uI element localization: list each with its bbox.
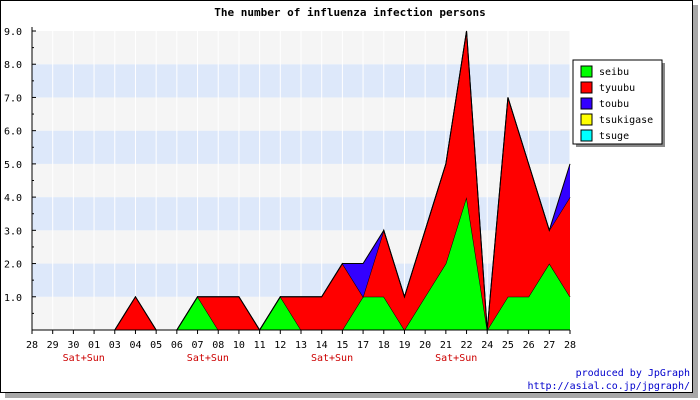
series-area-tyuubu [32, 31, 570, 330]
legend-label-tsukigase: tsukigase [599, 115, 653, 126]
y-tick-label: 6.0 [4, 127, 22, 138]
legend-label-seibu: seibu [599, 67, 629, 78]
x-tick-label: 21 [440, 340, 452, 351]
x-tick-label: 19 [398, 340, 410, 351]
x-tick-label: 15 [336, 340, 348, 351]
x-tick-label: 17 [357, 340, 369, 351]
x-tick-label: 26 [523, 340, 535, 351]
series-area-seibu [32, 197, 570, 330]
x-tick-label: 08 [212, 340, 224, 351]
legend-swatch-toubu [580, 97, 593, 110]
x-tick-label: 22 [461, 340, 473, 351]
x-tick-label: 10 [233, 340, 245, 351]
y-tick-label: 8.0 [4, 60, 22, 71]
y-tick-label: 4.0 [4, 193, 22, 204]
series-outline-toubu [32, 30, 571, 331]
x-tick-label: 29 [47, 340, 59, 351]
legend-swatch-tsuge [580, 129, 593, 142]
plot-background [31, 31, 571, 330]
y-tick-label: 7.0 [4, 93, 22, 104]
legend-swatch-tsukigase [580, 113, 593, 126]
y-tick-label: 2.0 [4, 260, 22, 271]
x-tick-label: 30 [67, 340, 79, 351]
legend-label-tyuubu: tyuubu [599, 83, 635, 94]
y-tick-labels: 1.0 2.0 3.0 4.0 5.0 6.0 7.0 8.0 9.0 [4, 27, 22, 304]
axes [31, 27, 571, 334]
x-tick-label: 20 [419, 340, 431, 351]
x-tick-label: 11 [254, 340, 266, 351]
legend-swatch-tyuubu [580, 81, 593, 94]
weekend-label: Sat+Sun [435, 353, 477, 364]
x-tick-label: 01 [88, 340, 100, 351]
credit-line-2[interactable]: http://asial.co.jp/jpgraph/ [527, 381, 690, 392]
x-tick-label: 24 [481, 340, 493, 351]
credit-line-1: produced by JpGraph [576, 368, 690, 379]
x-tick-label: 06 [171, 340, 183, 351]
y-tick-label: 3.0 [4, 226, 22, 237]
x-tick-labels: 28 29 30 01 03 04 05 06 07 08 10 11 12 13 14 15 17 18 19 20… [26, 340, 576, 364]
legend: seibu tyuubu toubu tsukigase tsuge [572, 59, 665, 147]
x-tick-label: 07 [192, 340, 204, 351]
x-tick-label: 18 [378, 340, 390, 351]
legend-label-tsuge: tsuge [599, 131, 629, 142]
weekend-label: Sat+Sun [187, 353, 229, 364]
weekend-label: Sat+Sun [311, 353, 353, 364]
y-tick-label: 1.0 [4, 293, 22, 304]
x-tick-label: 28 [26, 340, 38, 351]
x-tick-label: 13 [295, 340, 307, 351]
y-tick-label: 5.0 [4, 160, 22, 171]
legend-label-toubu: toubu [599, 99, 629, 110]
x-tick-label: 25 [502, 340, 514, 351]
x-tick-label: 12 [274, 340, 286, 351]
x-tick-label: 14 [316, 340, 328, 351]
x-tick-label: 03 [109, 340, 121, 351]
chart-title: The number of influenza infection person… [214, 6, 486, 19]
weekend-label: Sat+Sun [63, 353, 105, 364]
legend-swatch-seibu [580, 65, 593, 78]
x-tick-label: 04 [129, 340, 141, 351]
x-tick-label: 27 [543, 340, 555, 351]
y-tick-label: 9.0 [4, 27, 22, 38]
x-tick-label: 05 [150, 340, 162, 351]
x-tick-label: 28 [564, 340, 576, 351]
